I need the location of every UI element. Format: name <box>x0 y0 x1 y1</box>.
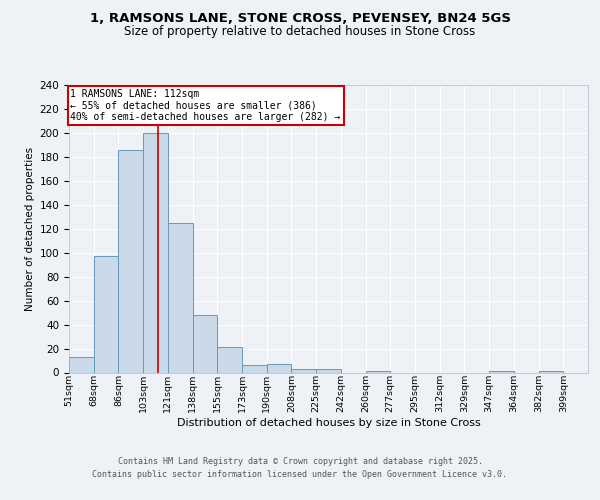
Text: 1 RAMSONS LANE: 112sqm
← 55% of detached houses are smaller (386)
40% of semi-de: 1 RAMSONS LANE: 112sqm ← 55% of detached… <box>70 88 341 122</box>
Bar <box>69 357 94 372</box>
Text: 1, RAMSONS LANE, STONE CROSS, PEVENSEY, BN24 5GS: 1, RAMSONS LANE, STONE CROSS, PEVENSEY, … <box>89 12 511 26</box>
Bar <box>94 256 118 372</box>
Text: Contains public sector information licensed under the Open Government Licence v3: Contains public sector information licen… <box>92 470 508 479</box>
Bar <box>168 223 193 372</box>
Bar <box>292 369 316 372</box>
Bar <box>193 315 217 372</box>
Bar <box>143 133 168 372</box>
Bar <box>316 369 341 372</box>
Bar <box>118 150 143 372</box>
Bar <box>267 364 292 372</box>
Bar <box>242 366 267 372</box>
X-axis label: Distribution of detached houses by size in Stone Cross: Distribution of detached houses by size … <box>176 418 481 428</box>
Y-axis label: Number of detached properties: Number of detached properties <box>25 146 35 311</box>
Text: Contains HM Land Registry data © Crown copyright and database right 2025.: Contains HM Land Registry data © Crown c… <box>118 458 482 466</box>
Bar <box>217 348 242 372</box>
Text: Size of property relative to detached houses in Stone Cross: Size of property relative to detached ho… <box>124 25 476 38</box>
